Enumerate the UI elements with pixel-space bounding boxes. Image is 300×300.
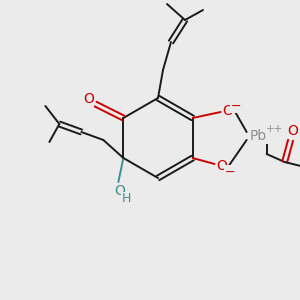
Text: Pb: Pb xyxy=(250,129,267,143)
Text: −: − xyxy=(230,100,241,112)
Text: O: O xyxy=(222,104,233,118)
Text: O: O xyxy=(83,92,94,106)
Text: O: O xyxy=(114,184,125,198)
Text: O: O xyxy=(216,159,227,173)
Text: O: O xyxy=(287,124,298,138)
Text: ++: ++ xyxy=(266,124,283,134)
Text: −: − xyxy=(224,166,235,178)
Text: H: H xyxy=(122,193,131,206)
